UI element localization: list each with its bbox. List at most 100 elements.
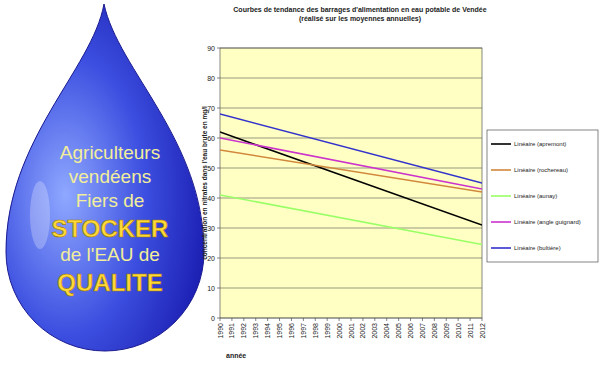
x-tick [398,318,399,321]
y-axis-label: concentration en nitrates dans l'eau bru… [201,106,209,260]
x-tick [339,318,340,321]
legend-label: Linéaire (bultière) [514,245,561,251]
page: Agriculteurs vendéens Fiers de STOCKERde l'… [0,0,600,372]
x-tick [482,318,483,321]
y-tick-label: 50 [207,165,215,172]
banner-line: de l'EAU de [60,244,160,265]
grid-line [220,108,482,109]
grid-line [220,138,482,139]
grid-line [220,78,482,79]
x-tick [386,318,387,321]
y-tick-label: 40 [207,195,215,202]
grid-line [220,288,482,289]
banner-line: Fiers de [76,190,145,211]
x-tick [410,318,411,321]
y-tick [217,288,220,289]
y-tick-label: 0 [211,315,215,322]
water-drop [6,4,204,351]
y-tick [217,228,220,229]
legend-label: Linéaire (aunay) [514,193,557,199]
x-tick-label: 1999 [324,323,331,339]
series-line [220,132,482,225]
y-tick-label: 80 [207,75,215,82]
x-tick [243,318,244,321]
x-tick-label: 2011 [467,323,474,338]
y-tick [217,78,220,79]
y-tick-label: 70 [207,105,215,112]
banner-line: Agriculteurs [60,142,160,163]
legend-label: Linéaire (angle guignard) [514,219,581,225]
y-tick [217,108,220,109]
plot-frame [220,48,482,318]
x-axis-label: année [226,352,246,359]
series-line [220,114,482,183]
x-tick [291,318,292,321]
x-tick-label: 2008 [431,323,438,339]
x-tick-label: 2004 [383,323,390,339]
legend-swatch [491,169,511,171]
x-tick-label: 2007 [419,323,426,339]
x-tick-label: 1991 [228,323,235,339]
grid-line [220,168,482,169]
x-tick [231,318,232,321]
title-group: Courbes de tendance des barrages d'alime… [233,6,486,23]
x-tick [374,318,375,321]
legend-swatch [491,143,511,145]
y-tick [217,168,220,169]
x-tick [279,318,280,321]
grid-line [220,258,482,259]
x-tick [362,318,363,321]
x-tick-label: 1998 [312,323,319,339]
series-line [220,138,482,189]
x-tick-label: 2009 [443,323,450,339]
y-tick-label: 60 [207,135,215,142]
x-tick [255,318,256,321]
x-tick [267,318,268,321]
grid-line [220,198,482,199]
x-tick-label: 2003 [371,323,378,339]
y-tick [217,198,220,199]
x-tick-label: 2005 [395,323,402,339]
x-tick [351,318,352,321]
x-tick [446,318,447,321]
legend-swatch [491,247,511,249]
legend: Linéaire (apremont) Linéaire (rochereau) L… [487,130,598,262]
legend-label: Linéaire (apremont) [514,141,566,147]
x-tick-label: 2002 [359,323,366,339]
x-tick [434,318,435,321]
y-tick-label: 10 [207,285,215,292]
legend-swatch [491,221,511,223]
x-tick [422,318,423,321]
legend-box [487,130,598,262]
x-tick-label: 2012 [479,323,486,339]
x-tick-label: 1997 [300,323,307,339]
banner-line: QUALITE [57,269,162,296]
chart: Courbes de tendance des barrages d'alime… [201,6,598,359]
x-tick [303,318,304,321]
series-line [220,150,482,192]
x-tick-label: 1992 [240,323,247,339]
banner-line: STOCKER [52,215,169,242]
x-tick-label: 1993 [252,323,259,339]
legend-label: Linéaire (rochereau) [514,167,568,173]
legend-swatch [491,195,511,197]
y-tick [217,48,220,49]
x-tick [220,318,221,321]
banner: Agriculteurs vendéens Fiers de STOCKERde l'… [6,4,204,351]
x-tick [315,318,316,321]
x-tick-label: 2000 [336,323,343,339]
x-tick-label: 2006 [407,323,414,339]
x-tick-label: 1995 [276,323,283,339]
banner-line: vendéens [69,166,151,187]
x-tick-label: 1990 [217,323,224,339]
title-line: (réalisé sur les moyennes annuelles) [299,15,421,23]
x-tick-label: 2001 [348,323,355,339]
y-tick-label: 20 [207,255,215,262]
x-tick [327,318,328,321]
y-tick-label: 30 [207,225,215,232]
x-tick-label: 1994 [264,323,271,339]
series-group [220,114,482,245]
x-tick [458,318,459,321]
x-tick-label: 2010 [455,323,462,339]
y-tick [217,258,220,259]
